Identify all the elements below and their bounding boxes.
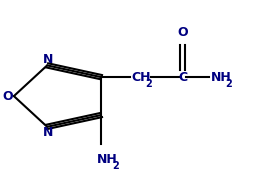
Text: O: O [3,90,13,103]
Text: 2: 2 [225,79,232,89]
Text: CH: CH [132,71,151,84]
Text: NH: NH [211,71,231,84]
Text: 2: 2 [146,79,152,89]
Text: NH: NH [97,153,118,166]
Text: C: C [178,71,187,84]
Text: O: O [177,26,188,39]
Text: 2: 2 [112,161,119,171]
Text: N: N [43,126,54,139]
Text: N: N [43,53,54,66]
